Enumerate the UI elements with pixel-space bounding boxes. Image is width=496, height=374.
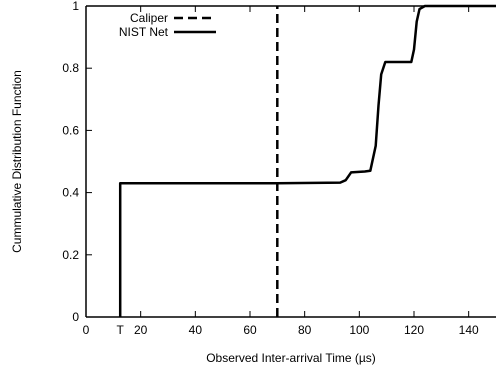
x-tick-label: 140: [459, 323, 479, 337]
legend-label-nist-net: NIST Net: [119, 25, 169, 39]
y-tick-label: 0.6: [62, 123, 79, 137]
x-tick-label-t: T: [116, 323, 124, 337]
y-tick-label: 0.4: [62, 186, 79, 200]
series-line-nist-net: [118, 4, 496, 317]
y-tick-label: 0.2: [62, 248, 79, 262]
x-tick-label: 100: [349, 323, 369, 337]
tick-labels: 0 0.2 0.4 0.6 0.8 1 0 20 40 60 80 100 120 140 T: [62, 0, 479, 337]
y-axis-label: Cummulative Distribution Function: [10, 70, 24, 253]
y-tick-label: 0.8: [62, 61, 79, 75]
y-tick-label: 1: [72, 0, 79, 13]
legend-label-caliper: Caliper: [130, 11, 168, 25]
x-tick-label: 20: [134, 323, 148, 337]
axes: [85, 5, 496, 318]
x-tick-label: 120: [404, 323, 424, 337]
x-tick-label: 0: [83, 323, 90, 337]
x-tick-label: 80: [298, 323, 312, 337]
plot-area: [118, 4, 496, 317]
x-tick-label: 60: [243, 323, 257, 337]
x-axis-label: Observed Inter-arrival Time (µs): [206, 351, 376, 365]
x-tick-label: 40: [189, 323, 203, 337]
y-tick-label: 0: [72, 310, 79, 324]
